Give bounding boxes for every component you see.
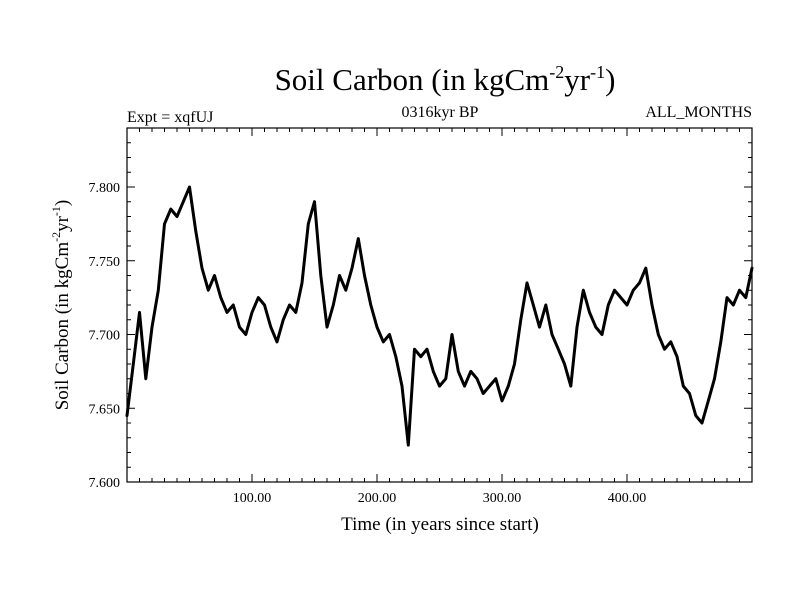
y-axis-label: Soil Carbon (in kgCm-2yr-1) xyxy=(49,200,73,411)
axis-tick-labels: 100.00 200.00 300.00 400.00 7.600 7.650 7.700 7… xyxy=(89,181,647,506)
x-tick-label: 400.00 xyxy=(608,491,647,506)
axis-ticks xyxy=(127,128,752,482)
y-tick-label: 7.600 xyxy=(89,476,121,491)
x-tick-label: 300.00 xyxy=(483,491,522,506)
chart-title: Soil Carbon (in kgCm-2yr-1) xyxy=(275,62,616,97)
y-tick-label: 7.800 xyxy=(89,181,121,196)
subtitle-right: ALL_MONTHS xyxy=(645,104,752,121)
x-tick-label: 200.00 xyxy=(358,491,397,506)
y-tick-label: 7.650 xyxy=(89,402,121,417)
subtitle-center: 0316kyr BP xyxy=(402,104,479,121)
y-tick-label: 7.750 xyxy=(89,255,121,270)
series-line xyxy=(125,185,754,447)
plot-frame xyxy=(126,127,753,483)
x-tick-label: 100.00 xyxy=(233,491,272,506)
y-tick-label: 7.700 xyxy=(89,329,121,344)
subtitle-left: Expt = xqfUJ xyxy=(127,109,213,126)
x-axis-label: Time (in years since start) xyxy=(341,514,539,535)
